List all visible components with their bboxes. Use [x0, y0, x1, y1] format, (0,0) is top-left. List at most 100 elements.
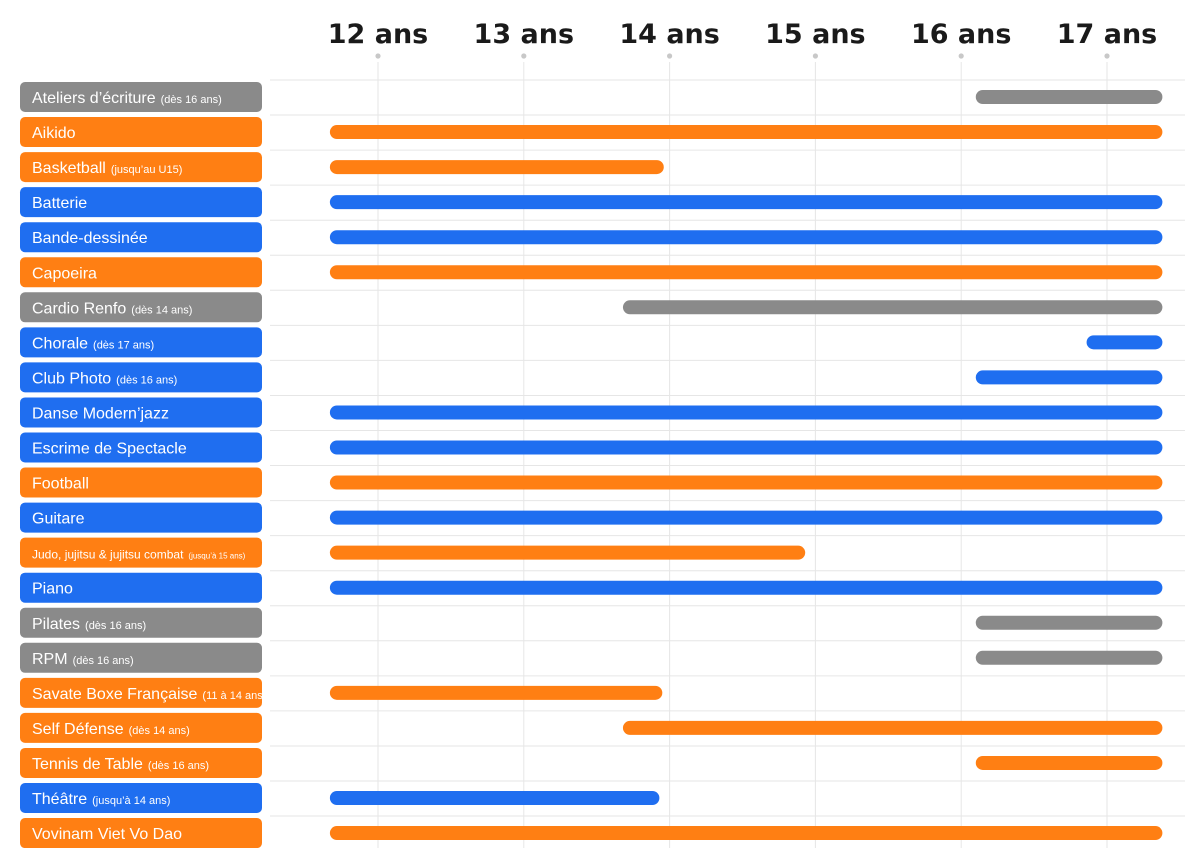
activity-age-note: (dès 17 ans): [93, 339, 154, 351]
activity-name: Guitare: [32, 511, 85, 528]
activity-age-note: (dès 14 ans): [131, 304, 192, 316]
activity-name: RPM: [32, 651, 68, 668]
age-range-bar: [329, 510, 1163, 525]
activity-name: Savate Boxe Française: [32, 686, 198, 703]
activity-label-pill: [20, 677, 262, 708]
activity-age-note: (dès 16 ans): [73, 655, 134, 667]
age-range-bar: [975, 650, 1163, 665]
age-tick-label: 14 ans: [619, 19, 720, 50]
activity-label-pill: [20, 187, 262, 218]
activity-row: Tennis de Table (dès 16 ans): [20, 747, 1163, 778]
age-range-bar: [329, 125, 1163, 140]
activity-name: Chorale: [32, 335, 88, 352]
activity-label-pill: [20, 712, 262, 743]
activity-row: Self Défense (dès 14 ans): [20, 712, 1163, 743]
activity-label-pill: [20, 152, 262, 183]
activity-label: Capoeira: [32, 265, 97, 282]
age-tick-label: 15 ans: [765, 19, 866, 50]
activity-row: Bande-dessinée: [20, 222, 1163, 253]
activity-label: Théâtre (jusqu’à 14 ans): [32, 791, 170, 808]
activity-name: Aikido: [32, 125, 76, 142]
age-tick-label: 12 ans: [328, 19, 429, 50]
age-range-bar: [975, 90, 1163, 104]
activity-label: Escrime de Spectacle: [32, 441, 187, 458]
activity-label-pill: [20, 327, 262, 358]
activity-label-pill: [20, 537, 262, 568]
age-range-bar: [622, 720, 1163, 735]
activity-label: Vovinam Viet Vo Dao: [32, 826, 182, 843]
age-range-bar: [329, 160, 664, 175]
activity-name: Bande-dessinée: [32, 230, 148, 247]
activity-name: Batterie: [32, 195, 87, 212]
age-range-bar: [975, 370, 1163, 385]
age-range-bar: [329, 405, 1163, 420]
grid-lines: [270, 62, 1185, 848]
age-range-bar: [329, 826, 1163, 841]
age-range-bar: [329, 545, 806, 560]
activity-label: Cardio Renfo (dès 14 ans): [32, 300, 192, 317]
activity-label-pill: [20, 502, 262, 533]
activity-row: Escrime de Spectacle: [20, 432, 1163, 463]
age-tick-dot: [1104, 53, 1110, 59]
age-range-bar: [329, 791, 660, 805]
activity-row: Danse Modern’jazz: [20, 397, 1163, 428]
activity-age-note: (jusqu’à 14 ans): [92, 795, 170, 807]
activity-row: Judo, jujitsu & jujitsu combat (jusqu’à 1…: [20, 537, 806, 568]
activity-age-note: (jusqu’à 15 ans): [188, 552, 245, 561]
activity-label-pill: [20, 292, 262, 323]
activity-row: Savate Boxe Française (11 à 14 ans): [20, 677, 663, 708]
activity-label: Chorale (dès 17 ans): [32, 335, 154, 352]
activity-row: Guitare: [20, 502, 1163, 533]
activity-row: Football: [20, 467, 1163, 498]
activity-row: Capoeira: [20, 257, 1163, 288]
activity-label: Danse Modern’jazz: [32, 405, 169, 422]
activity-label: Basketball (jusqu’au U15): [32, 160, 182, 177]
activity-label: Pilates (dès 16 ans): [32, 616, 146, 633]
activity-label: Batterie: [32, 195, 87, 212]
age-tick-dot: [812, 53, 819, 59]
activity-label-pill: [20, 642, 262, 673]
activity-row: Chorale (dès 17 ans): [20, 327, 1163, 358]
activity-name: Capoeira: [32, 265, 97, 282]
activity-row: Basketball (jusqu’au U15): [20, 152, 664, 183]
activity-row: RPM (dès 16 ans): [20, 642, 1163, 673]
age-tick-dot: [667, 53, 673, 59]
age-axis: 12 ans 13 ans 14 ans 15 ans 16 ans 17 ans: [328, 19, 1158, 59]
activity-label-pill: [20, 818, 262, 848]
activity-name: Ateliers d’écriture: [32, 90, 156, 107]
age-tick-dot: [958, 53, 964, 59]
activity-label: Bande-dessinée: [32, 230, 148, 247]
activity-label-pill: [20, 747, 262, 778]
age-tick-dot: [521, 53, 527, 59]
activity-label: Tennis de Table (dès 16 ans): [32, 756, 209, 773]
activity-label-pill: [20, 572, 262, 603]
age-range-bar: [329, 440, 1163, 455]
activity-name: Danse Modern’jazz: [32, 405, 169, 422]
age-range-bar: [329, 580, 1163, 595]
activity-name: Tennis de Table: [32, 756, 143, 773]
activity-label: Aikido: [32, 125, 76, 142]
activity-label-pill: [20, 82, 262, 112]
activity-label: Football: [32, 476, 89, 493]
age-range-bar: [622, 300, 1163, 315]
activity-name: Vovinam Viet Vo Dao: [32, 826, 182, 843]
age-tick-label: 17 ans: [1057, 19, 1158, 50]
activity-label: Self Défense (dès 14 ans): [32, 721, 190, 738]
activity-name: Judo, jujitsu & jujitsu combat: [32, 548, 184, 562]
age-range-bar: [975, 755, 1163, 770]
activity-name: Pilates: [32, 616, 80, 633]
activity-age-note: (jusqu’au U15): [111, 164, 183, 176]
activity-row: Théâtre (jusqu’à 14 ans): [20, 783, 660, 813]
activity-label: RPM (dès 16 ans): [32, 651, 134, 668]
activity-name: Piano: [32, 581, 73, 598]
activity-row: Ateliers d’écriture (dès 16 ans): [20, 82, 1163, 112]
activity-age-note: (11 à 14 ans): [202, 690, 266, 702]
activity-label: Piano: [32, 581, 73, 598]
activity-label: Judo, jujitsu & jujitsu combat (jusqu’à 1…: [32, 548, 246, 562]
activity-label-pill: [20, 117, 262, 148]
age-range-bar: [329, 265, 1163, 280]
activity-label-pill: [20, 397, 262, 428]
activity-label-pill: [20, 257, 262, 288]
activity-age-note: (dès 14 ans): [129, 725, 190, 737]
